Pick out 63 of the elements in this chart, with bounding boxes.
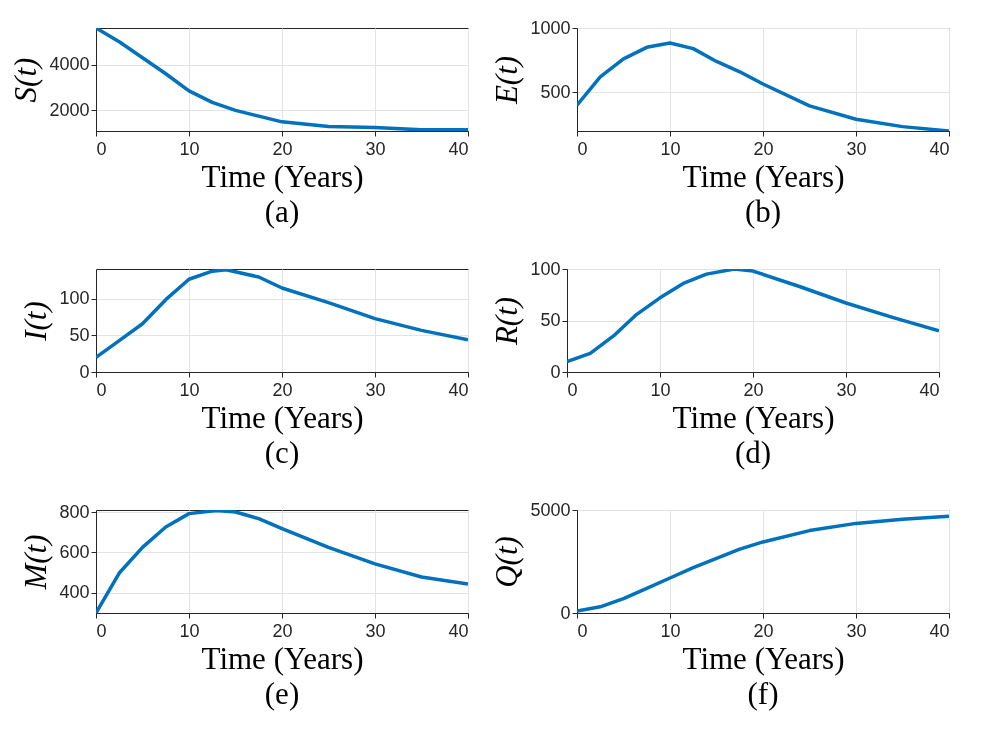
y-tick-label: 100 xyxy=(59,288,90,309)
x-tick-label: 0 xyxy=(96,138,107,159)
y-axis-title: I(t) xyxy=(18,301,54,342)
text: (b) xyxy=(744,194,782,229)
y-tick-label: 0 xyxy=(560,602,571,623)
x-tick-label: 10 xyxy=(650,379,671,400)
x-axis-title: Time (Years) xyxy=(201,640,364,676)
x-tick-label: 40 xyxy=(929,138,950,159)
x-tick-label: 20 xyxy=(272,138,293,159)
y-tick-label: 50 xyxy=(540,310,561,330)
y-tick-label: 5000 xyxy=(530,499,571,520)
y-tick-label: 0 xyxy=(79,361,90,382)
y-axis-title: M(t) xyxy=(18,534,54,591)
x-tick-label: 30 xyxy=(365,379,386,400)
x-tick-label: 40 xyxy=(448,138,469,159)
x-tick-label: 30 xyxy=(846,138,867,159)
x-tick-label: 30 xyxy=(365,138,386,159)
text: (d) xyxy=(734,435,772,470)
x-tick-label: 10 xyxy=(179,620,200,641)
x-tick-label: 10 xyxy=(660,138,681,159)
y-tick-label: 1000 xyxy=(530,17,571,38)
y-tick-label: 500 xyxy=(540,81,571,102)
y-tick-label: 0 xyxy=(550,361,561,382)
x-tick-label: 0 xyxy=(96,620,107,641)
x-tick-label: 10 xyxy=(179,138,200,159)
x-axis-title: Time (Years) xyxy=(682,640,845,676)
y-tick-label: 2000 xyxy=(49,99,90,120)
x-tick-label: 20 xyxy=(753,620,774,641)
y-tick-label: 50 xyxy=(69,324,90,345)
x-tick-label: 10 xyxy=(660,620,681,641)
x-tick-label: 40 xyxy=(919,379,940,400)
x-tick-label: 0 xyxy=(577,620,588,641)
x-axis-title: Time (Years) xyxy=(201,158,364,194)
x-tick-label: 30 xyxy=(365,620,386,641)
x-tick-label: 10 xyxy=(179,379,200,400)
y-axis-title: E(t) xyxy=(489,55,525,106)
x-tick-label: 20 xyxy=(272,379,293,400)
x-tick-label: 40 xyxy=(448,379,469,400)
text: (e) xyxy=(264,676,300,711)
y-axis-title: R(t) xyxy=(489,296,525,347)
x-tick-label: 40 xyxy=(448,620,469,641)
y-tick-label: 800 xyxy=(59,501,90,522)
y-tick-label: 100 xyxy=(530,258,561,279)
text: (a) xyxy=(264,194,300,229)
x-tick-label: 20 xyxy=(753,138,774,159)
x-tick-label: 0 xyxy=(577,138,588,159)
text: (c) xyxy=(264,435,300,470)
y-tick-label: 4000 xyxy=(49,54,90,75)
x-tick-label: 20 xyxy=(272,620,293,641)
y-tick-label: 400 xyxy=(59,582,90,603)
text: (f) xyxy=(747,676,779,711)
x-tick-label: 0 xyxy=(96,379,107,400)
x-tick-label: 30 xyxy=(846,620,867,641)
x-axis-title: Time (Years) xyxy=(201,399,364,435)
y-tick-label: 600 xyxy=(59,541,90,562)
x-axis-title: Time (Years) xyxy=(682,158,845,194)
line-series xyxy=(96,269,468,360)
x-tick-label: 40 xyxy=(929,620,950,641)
y-axis-title: S(t) xyxy=(8,57,44,103)
x-tick-label: 20 xyxy=(743,379,764,400)
x-tick-label: 30 xyxy=(836,379,857,400)
x-axis-title: Time (Years) xyxy=(672,399,835,435)
y-axis-title: Q(t) xyxy=(489,536,525,588)
